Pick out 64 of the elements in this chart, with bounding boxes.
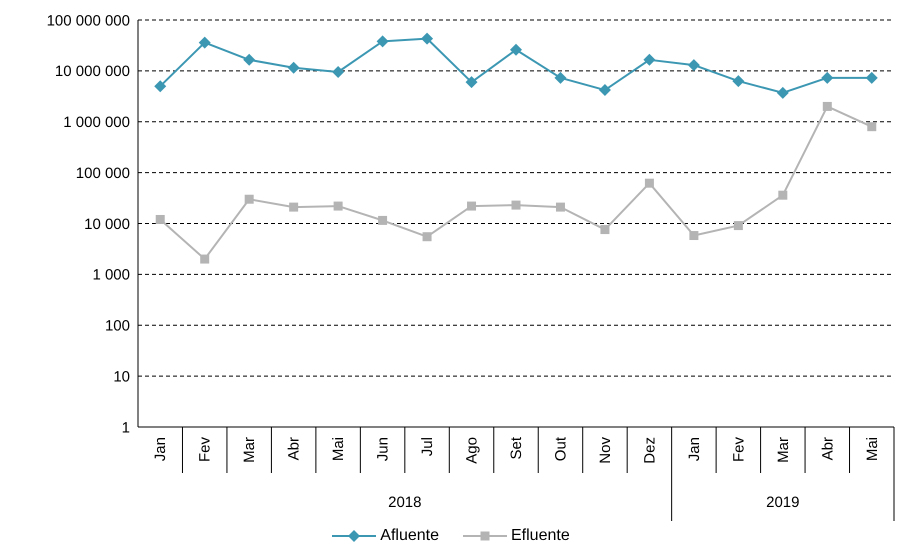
point — [600, 225, 610, 234]
point — [689, 231, 698, 240]
x-tick-label: Abr — [819, 436, 836, 460]
x-tick-label: Set — [508, 436, 525, 460]
point — [467, 202, 476, 211]
point — [732, 75, 744, 88]
point — [778, 190, 788, 200]
point — [688, 59, 700, 72]
x-tick-label: Mar — [241, 437, 258, 463]
point — [821, 72, 834, 84]
x-tick-label: Nov — [596, 436, 614, 464]
point — [644, 178, 654, 188]
point — [244, 194, 254, 204]
point — [643, 54, 656, 66]
point — [154, 80, 166, 92]
x-tick-label: Fev — [730, 436, 748, 462]
x-tick-label: Mai — [864, 437, 881, 462]
legend-label: Afluente — [379, 527, 439, 545]
y-tick-label: 100 000 000 — [46, 12, 130, 30]
x-tick-label: Jun — [374, 437, 392, 462]
x-tick-label: Jan — [686, 437, 703, 462]
y-tick-label: 10 000 000 — [54, 63, 130, 80]
x-tick-label: Abr — [286, 436, 303, 460]
point — [598, 84, 611, 96]
point — [332, 66, 344, 78]
point — [867, 122, 876, 132]
point — [200, 254, 210, 264]
point — [289, 202, 298, 212]
x-tick-label: Jul — [419, 437, 436, 456]
point — [466, 76, 478, 88]
x-tick-label: Fev — [196, 436, 214, 462]
y-tick-label: 1 000 — [92, 266, 130, 284]
point — [734, 221, 743, 230]
point — [512, 200, 520, 210]
point — [156, 214, 165, 224]
point — [334, 202, 343, 211]
legend-label: Efluente — [510, 527, 570, 545]
y-tick-label: 100 — [104, 318, 130, 335]
point — [822, 102, 832, 111]
x-tick-label: Ago — [464, 437, 481, 464]
point — [288, 62, 300, 74]
x-tick-label: Out — [552, 436, 570, 462]
text: 2018 — [388, 494, 422, 511]
y-tick-label: 10 000 — [84, 216, 130, 233]
point — [243, 54, 256, 66]
x-tick-label: Jan — [152, 437, 170, 462]
x-tick-label: Dez — [641, 437, 658, 464]
point — [198, 36, 211, 49]
y-tick-label: 1 — [122, 419, 130, 436]
text: 2019 — [766, 494, 800, 511]
point — [510, 44, 522, 56]
x-tick-label: Mai — [330, 437, 348, 462]
point — [866, 72, 878, 84]
y-tick-label: 10 — [113, 368, 130, 386]
point — [378, 216, 388, 225]
x-tick-label: Mar — [774, 437, 792, 463]
point — [554, 72, 566, 84]
point — [776, 86, 789, 99]
point — [376, 35, 389, 48]
point — [421, 32, 434, 45]
y-tick-label: 100 000 — [76, 164, 130, 182]
y-tick-label: 1 000 000 — [63, 114, 130, 132]
point — [556, 202, 565, 212]
point — [422, 232, 432, 242]
